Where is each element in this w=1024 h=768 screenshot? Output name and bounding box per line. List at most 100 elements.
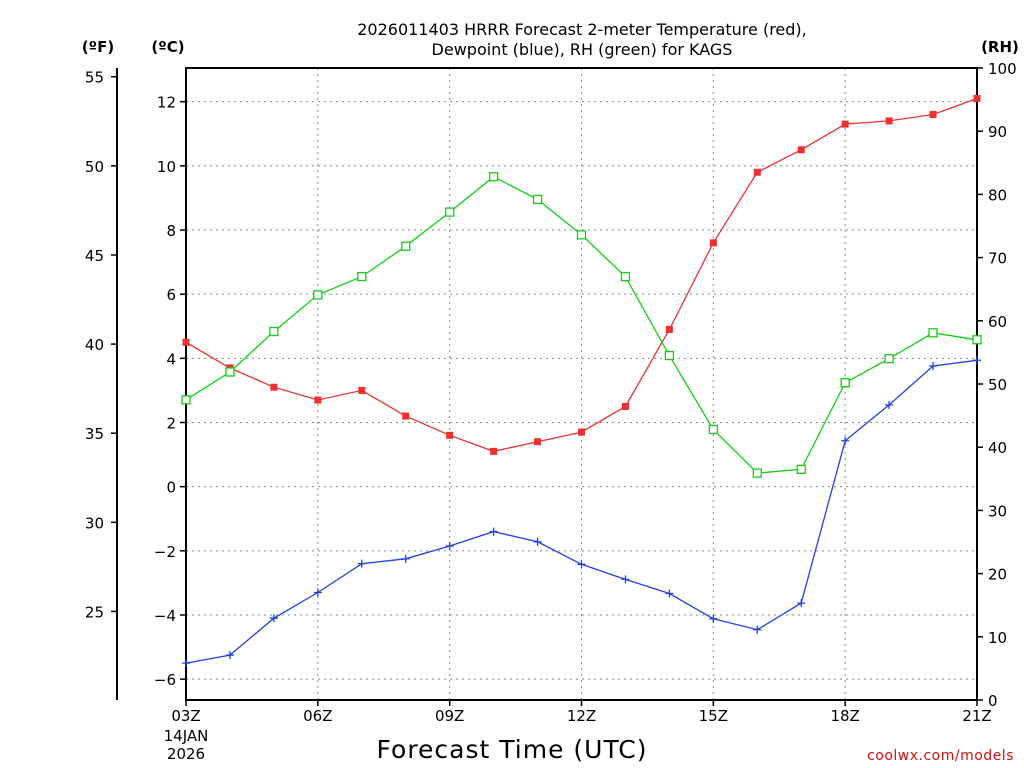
temperature-point — [665, 325, 673, 333]
celsius-tick-label: 0 — [166, 479, 176, 497]
rh-tick-label: 50 — [988, 376, 1007, 394]
temperature-point — [314, 396, 322, 404]
rh-tick-label: 60 — [988, 313, 1007, 331]
x-tick-label: 06Z — [303, 707, 332, 725]
temperature-point — [270, 383, 278, 391]
celsius-tick-label: 10 — [157, 158, 176, 176]
temperature-point — [358, 386, 366, 394]
temperature-point — [578, 428, 585, 436]
rh-point — [752, 468, 762, 478]
rh-point — [796, 464, 806, 474]
fahrenheit-tick-label: 30 — [85, 514, 104, 532]
plot-frame — [185, 67, 978, 701]
grid-lines — [186, 68, 977, 700]
dewpoint-point — [973, 356, 981, 365]
rh-tick-label: 40 — [988, 439, 1007, 457]
x-axis-title: Forecast Time (UTC) — [377, 735, 648, 764]
dewpoint-point — [401, 554, 410, 563]
rh-tick-label: 80 — [988, 186, 1007, 204]
fahrenheit-tick-label: 25 — [85, 603, 104, 621]
temperature-point — [402, 412, 410, 420]
x-tick-label: 18Z — [830, 707, 859, 725]
x-date-label-year: 2026 — [167, 745, 205, 763]
dewpoint-point — [445, 542, 454, 551]
temperature-point — [490, 447, 498, 455]
x-tick-label: 15Z — [699, 707, 728, 725]
fahrenheit-tick-label: 40 — [85, 336, 104, 354]
dewpoint-point — [709, 614, 718, 623]
rh-tick-label: 30 — [988, 502, 1007, 520]
temperature-point — [534, 438, 542, 446]
rh-point — [840, 378, 850, 388]
dewpoint-point — [182, 659, 190, 668]
temperature-point — [621, 402, 629, 410]
temperature-point — [446, 431, 454, 439]
temperature-point — [709, 239, 717, 247]
series-layer — [181, 94, 982, 668]
x-date-label-day: 14JAN — [164, 727, 209, 745]
celsius-tick-label: 6 — [166, 286, 176, 304]
dewpoint-point — [313, 588, 322, 597]
celsius-tick-label: −6 — [154, 671, 176, 689]
x-tick-label: 09Z — [435, 707, 464, 725]
chart-title-line-2: Dewpoint (blue), RH (green) for KAGS — [432, 40, 733, 59]
dewpoint-point — [929, 362, 938, 371]
x-tick-label: 03Z — [171, 707, 200, 725]
rh-point — [972, 335, 982, 345]
chart-title-line-1: 2026011403 HRRR Forecast 2-meter Tempera… — [357, 20, 807, 39]
x-tick-label: 12Z — [567, 707, 596, 725]
rh-tick-label: 70 — [988, 250, 1007, 268]
rh-point — [576, 230, 587, 240]
temperature-point — [929, 111, 937, 119]
fahrenheit-tick-label: 55 — [85, 69, 104, 87]
dewpoint-point — [797, 599, 806, 608]
dewpoint-point — [885, 400, 894, 409]
celsius-tick-label: 4 — [166, 350, 176, 368]
rh-tick-label: 90 — [988, 123, 1007, 141]
rh-tick-label: 0 — [988, 692, 998, 710]
temperature-point — [753, 168, 761, 176]
dewpoint-point — [621, 575, 630, 584]
celsius-tick-label: 2 — [166, 414, 176, 432]
fahrenheit-tick-label: 35 — [85, 425, 104, 443]
temperature-point — [797, 146, 805, 154]
temperature-point — [182, 338, 190, 346]
rh-point — [532, 194, 543, 205]
fahrenheit-tick-label: 50 — [85, 158, 104, 176]
rh-point — [928, 328, 938, 338]
fahrenheit-unit-label: (ºF) — [82, 38, 114, 56]
rh-tick-label: 20 — [988, 566, 1007, 584]
dewpoint-point — [665, 589, 674, 598]
x-tick-label: 21Z — [962, 707, 991, 725]
celsius-unit-label: (ºC) — [151, 38, 184, 56]
rh-point — [401, 241, 411, 251]
dewpoint-point — [753, 625, 762, 634]
celsius-tick-label: −2 — [154, 543, 176, 561]
rh-point — [225, 367, 235, 377]
rh-point — [181, 395, 191, 405]
celsius-tick-label: −4 — [154, 607, 176, 625]
rh-point — [445, 207, 455, 217]
temperature-point — [973, 94, 981, 102]
temperature-point — [841, 120, 849, 128]
credit-label: coolwx.com/models — [867, 748, 1014, 764]
dewpoint-point — [489, 527, 498, 536]
rh-tick-label: 100 — [988, 60, 1017, 78]
rh-point — [884, 354, 894, 364]
rh-unit-label: (RH) — [981, 38, 1019, 56]
rh-tick-label: 10 — [988, 629, 1007, 647]
fahrenheit-tick-label: 45 — [85, 247, 104, 265]
temperature-point — [885, 117, 893, 125]
rh-point — [664, 350, 675, 361]
dewpoint-point — [841, 436, 850, 445]
dewpoint-point — [225, 651, 234, 660]
rh-point — [269, 326, 279, 337]
celsius-tick-label: 8 — [166, 222, 176, 240]
rh-point — [620, 271, 631, 282]
rh-point — [357, 271, 367, 282]
dewpoint-point — [269, 614, 278, 623]
celsius-tick-label: 12 — [157, 94, 176, 112]
rh-point — [488, 172, 499, 182]
rh-point — [313, 290, 323, 300]
